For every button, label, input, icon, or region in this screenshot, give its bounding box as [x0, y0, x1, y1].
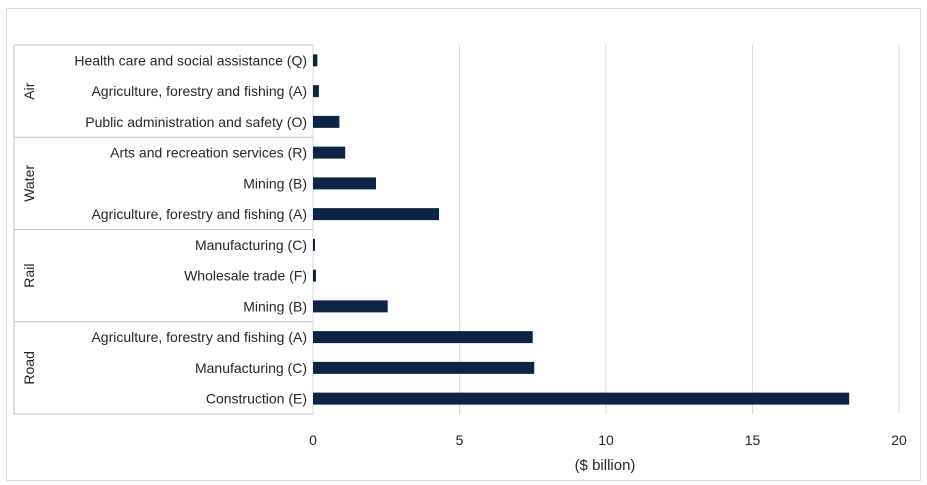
category-labels: Health care and social assistance (Q) Agr…: [74, 52, 307, 406]
x-tick-label: 0: [309, 432, 317, 448]
group-label-boxes: [13, 44, 313, 415]
category-label: Mining (B): [243, 175, 307, 191]
category-label: Agriculture, forestry and fishing (A): [91, 329, 307, 345]
category-label: Health care and social assistance (Q): [74, 52, 307, 68]
bar: [313, 300, 388, 313]
category-label: Agriculture, forestry and fishing (A): [91, 83, 307, 99]
group-label: Air: [21, 82, 37, 99]
x-tick-label: 20: [891, 432, 907, 448]
bar: [313, 54, 318, 67]
bar: [313, 392, 850, 405]
x-tick-label: 10: [598, 432, 614, 448]
category-label: Mining (B): [243, 298, 307, 314]
x-tick-label: 15: [745, 432, 761, 448]
category-label: Manufacturing (C): [195, 237, 307, 253]
group-label: Rail: [21, 264, 37, 288]
category-label: Arts and recreation services (R): [110, 145, 307, 161]
group-label: Road: [21, 351, 37, 384]
bar: [313, 331, 533, 344]
bar: [313, 146, 346, 159]
gridlines: [312, 45, 900, 414]
category-label: Public administration and safety (O): [85, 114, 307, 130]
bars: [313, 54, 850, 405]
x-tick-label: 5: [456, 432, 464, 448]
category-label: Manufacturing (C): [195, 360, 307, 376]
bar: [313, 177, 376, 190]
bar: [313, 361, 535, 374]
x-axis-ticks: 0 5 10 15 20: [309, 432, 907, 448]
category-label: Agriculture, forestry and fishing (A): [91, 206, 307, 222]
bar: [313, 238, 315, 251]
bar: [313, 85, 319, 98]
bar: [313, 269, 316, 282]
bar: [313, 115, 340, 128]
group-labels: Air Water Rail Road: [21, 82, 37, 384]
x-axis-label: ($ billion): [575, 457, 636, 474]
category-label: Wholesale trade (F): [184, 268, 307, 284]
group-label: Water: [21, 165, 37, 202]
bar: [313, 208, 439, 221]
category-label: Construction (E): [206, 391, 307, 407]
